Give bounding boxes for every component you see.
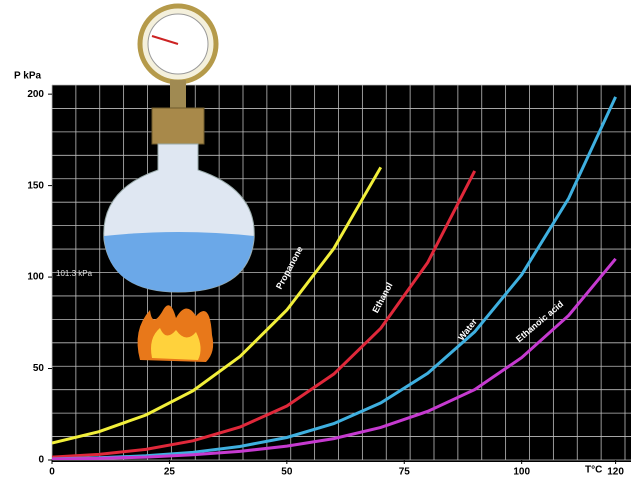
chart: PropanoneEthanolWaterEthanoic acid P kPa… (0, 0, 631, 484)
y-tick-label: 0 (38, 455, 44, 466)
x-tick-label: 25 (164, 467, 176, 478)
annotation: 101.3 kPa (56, 269, 93, 278)
x-tick-label: 0 (49, 467, 55, 478)
x-tick-label: 100 (513, 467, 530, 478)
y-tick-label: 50 (33, 363, 45, 374)
x-tick-label: 120 (607, 467, 624, 478)
x-axis-label: T°C (585, 465, 602, 476)
x-tick-label: 75 (399, 467, 411, 478)
y-tick-label: 100 (27, 272, 44, 283)
y-axis-label: P kPa (14, 71, 41, 82)
y-tick-label: 150 (27, 180, 44, 191)
y-tick-label: 200 (27, 89, 44, 100)
x-tick-label: 50 (281, 467, 293, 478)
